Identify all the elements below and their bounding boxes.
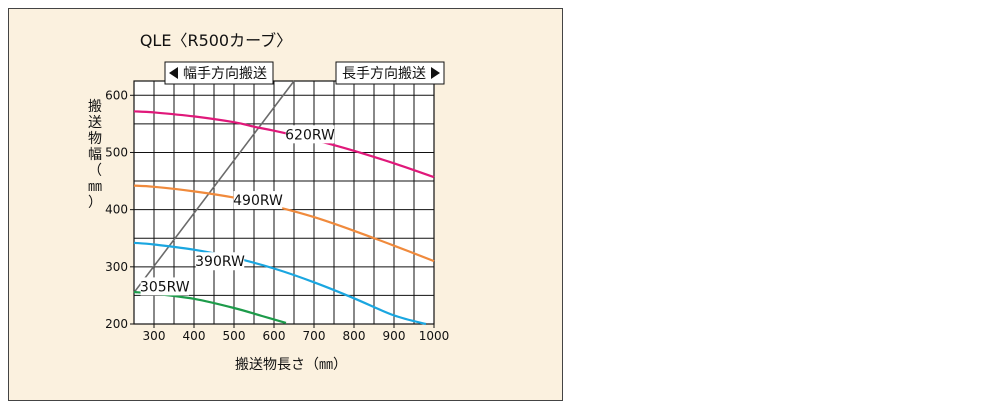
x-axis-label: 搬送物長さ（㎜） (235, 357, 347, 373)
series-label-305rw: 305RW (140, 279, 190, 295)
y-axis-label-char: ） (88, 195, 102, 211)
direction-label-right: 長手方向搬送 (342, 66, 426, 82)
y-tick-label: 500 (105, 145, 128, 159)
y-tick-label: 400 (105, 203, 128, 217)
direction-label-right-box (335, 61, 445, 85)
direction-label-left: 幅手方向搬送 (183, 66, 267, 82)
series-label-620rw: 620RW (285, 127, 335, 143)
x-tick-label: 600 (263, 329, 286, 343)
x-tick-label: 500 (223, 329, 246, 343)
direction-label-right-arrow-icon (431, 67, 440, 79)
series-label-390rw: 390RW (195, 254, 245, 270)
y-axis-label: 搬送物幅（㎜） (88, 99, 102, 211)
chart-panel: QLE〈R500カーブ〉 620RW 490RW 390RW 305RW 幅手方向搬送 長… (8, 8, 563, 401)
series-line-620rw (133, 110, 435, 179)
x-tick-label: 400 (183, 329, 206, 343)
y-tick-label: 600 (105, 88, 128, 102)
y-tick-label: 300 (105, 260, 128, 274)
y-axis-label-group: 搬送物幅（㎜） (88, 99, 102, 211)
x-tick-label: 700 (303, 329, 326, 343)
y-axis-label-char: 物 (88, 131, 102, 147)
series-label-bg-620rw (285, 125, 335, 144)
series-label-bg-490rw (233, 191, 283, 210)
y-axis-label-char: 幅 (88, 147, 102, 163)
series-label-490rw: 490RW (233, 193, 283, 209)
y-axis-label-char: 搬 (88, 99, 102, 115)
x-tick-label: 800 (343, 329, 366, 343)
y-axis-label-char: 送 (88, 115, 102, 131)
y-tick-label: 200 (105, 317, 128, 331)
chart-svg: QLE〈R500カーブ〉 620RW 490RW 390RW 305RW 幅手方向搬送 長… (88, 31, 450, 373)
series-line-390rw (133, 241, 427, 326)
direction-label-left-arrow-icon (169, 67, 178, 79)
series-label-bg-390rw (195, 252, 245, 271)
y-axis-label-char: （ (88, 163, 102, 179)
x-tick-label: 900 (383, 329, 406, 343)
y-axis-label-char: ㎜ (88, 179, 102, 195)
x-tick-label: 1000 (419, 329, 450, 343)
direction-label-left-box (164, 61, 274, 85)
plot-frame (133, 80, 435, 325)
plot-area: 620RW 490RW 390RW 305RW 幅手方向搬送 長手方向搬送 300 400 50… (105, 61, 450, 343)
divider-line (133, 80, 295, 294)
series-label-bg-305rw (140, 277, 190, 296)
chart-title: QLE〈R500カーブ〉 (140, 31, 292, 50)
x-tick-label: 300 (143, 329, 166, 343)
